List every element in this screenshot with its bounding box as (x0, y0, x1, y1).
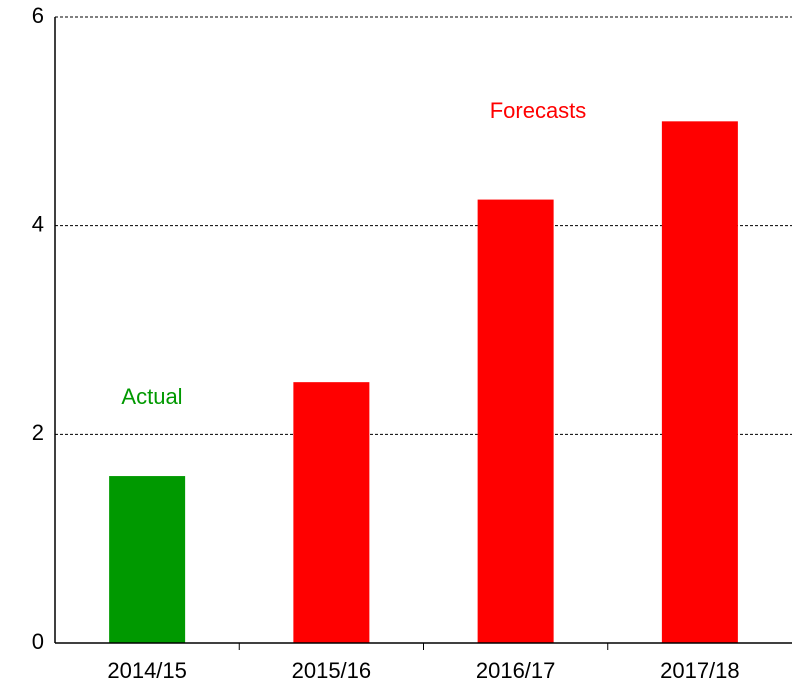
bar (109, 476, 186, 643)
x-tick-label: 2014/15 (107, 658, 187, 683)
bar (477, 199, 554, 644)
y-tick-label: 0 (32, 629, 44, 654)
y-tick-label: 2 (32, 420, 44, 445)
x-tick-label: 2017/18 (660, 658, 740, 683)
y-tick-label: 4 (32, 211, 44, 236)
y-tick-label: 6 (32, 3, 44, 28)
x-tick-label: 2015/16 (292, 658, 372, 683)
bar (661, 121, 738, 644)
annotation: Actual (121, 384, 182, 409)
x-tick-label: 2016/17 (476, 658, 556, 683)
bar (293, 382, 370, 643)
annotation: Forecasts (490, 98, 587, 123)
